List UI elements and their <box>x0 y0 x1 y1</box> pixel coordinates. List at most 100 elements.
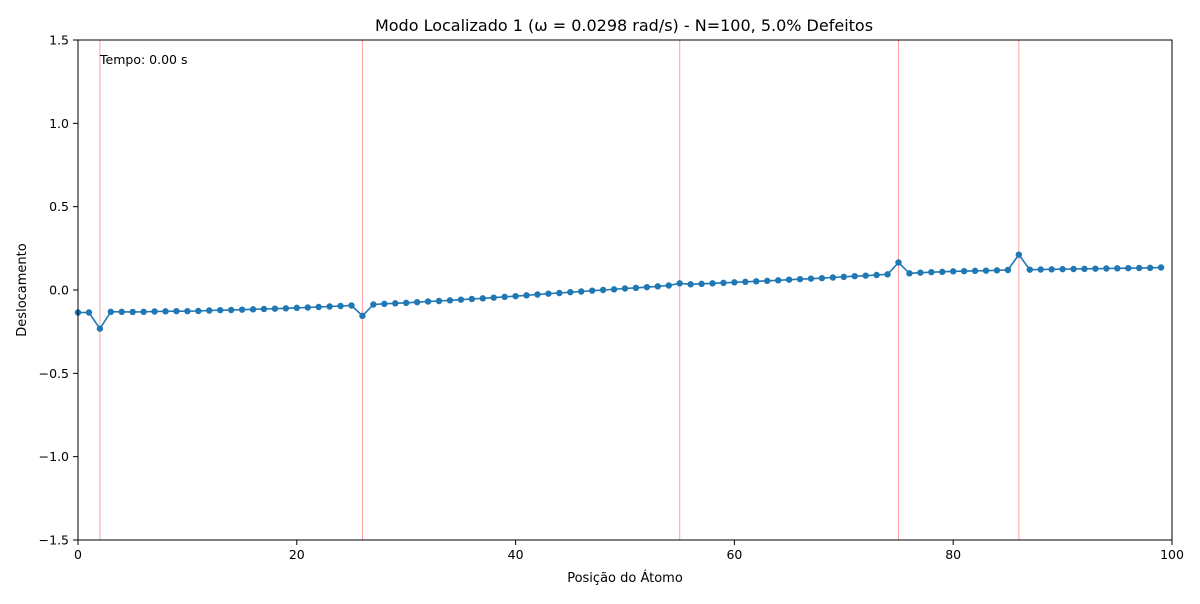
data-point <box>534 291 541 298</box>
x-tick-label: 20 <box>289 547 305 562</box>
data-point <box>184 307 191 315</box>
data-point <box>873 271 880 279</box>
data-point <box>982 267 990 274</box>
data-point <box>1114 265 1121 272</box>
data-point <box>1026 266 1033 273</box>
data-point <box>884 271 891 278</box>
data-point <box>413 298 421 306</box>
data-point <box>556 289 563 297</box>
data-point <box>140 308 147 316</box>
data-point <box>588 287 596 294</box>
data-point <box>512 292 519 300</box>
data-point <box>1059 265 1066 273</box>
data-point <box>807 275 815 282</box>
data-point <box>162 308 169 315</box>
data-point <box>457 296 465 303</box>
data-point <box>1004 266 1012 274</box>
data-point <box>381 300 388 308</box>
data-point <box>304 304 311 311</box>
data-point <box>1125 264 1132 272</box>
data-point <box>654 283 662 290</box>
data-point <box>851 272 858 280</box>
data-point <box>479 295 486 302</box>
data-point <box>621 285 629 292</box>
data-point <box>282 305 290 312</box>
y-axis: −1.5 −1.0 −0.5 0.0 0.5 1.0 1.5 <box>39 33 78 548</box>
data-point <box>578 288 585 295</box>
y-tick-label: 0.0 <box>49 283 69 298</box>
data-point <box>326 303 333 310</box>
data-point <box>359 312 366 320</box>
data-point <box>1081 265 1088 273</box>
data-point <box>151 308 158 315</box>
data-point <box>435 297 443 305</box>
data-point <box>567 288 574 296</box>
data-point <box>676 280 683 287</box>
data-point <box>96 325 104 332</box>
data-point <box>501 293 508 301</box>
data-point <box>720 279 727 287</box>
data-point <box>195 307 202 315</box>
data-point <box>424 298 432 305</box>
data-point <box>403 299 410 307</box>
data-point <box>709 280 716 287</box>
y-tick-label: 0.5 <box>49 199 69 214</box>
data-point <box>238 306 246 313</box>
data-point <box>206 307 213 314</box>
x-tick-label: 80 <box>945 547 961 562</box>
data-point <box>348 302 355 309</box>
data-point <box>227 306 235 314</box>
y-tick-label: −1.5 <box>39 533 69 548</box>
data-point <box>315 303 322 311</box>
x-axis-label: Posição do Átomo <box>567 570 683 586</box>
data-point <box>862 272 869 279</box>
data-point <box>107 308 115 316</box>
data-point <box>545 290 552 297</box>
data-point <box>698 280 705 288</box>
data-point <box>1015 251 1023 258</box>
x-axis: 0 20 40 60 80 100 <box>74 540 1184 562</box>
chart-title: Modo Localizado 1 (ω = 0.0298 rad/s) - N… <box>375 16 873 35</box>
data-point <box>665 282 672 289</box>
data-point <box>610 286 618 293</box>
data-point <box>129 308 136 316</box>
data-point <box>785 276 793 283</box>
data-point <box>753 278 760 285</box>
data-point <box>840 273 847 281</box>
data-point <box>895 259 902 266</box>
x-tick-label: 40 <box>508 547 524 562</box>
data-point <box>446 297 454 304</box>
data-point <box>599 286 607 294</box>
data-point <box>829 274 837 281</box>
data-point <box>118 308 125 316</box>
data-point <box>993 267 1001 274</box>
time-annotation: Tempo: 0.00 s <box>99 52 187 67</box>
data-point <box>392 300 399 307</box>
data-point <box>173 307 180 315</box>
data-point <box>906 270 913 277</box>
data-point <box>1157 264 1165 271</box>
data-point <box>217 306 224 314</box>
series-layer <box>74 251 1165 332</box>
data-point <box>796 275 804 283</box>
y-tick-label: −0.5 <box>39 366 69 381</box>
data-point <box>468 295 476 303</box>
x-tick-label: 0 <box>74 547 82 562</box>
y-tick-label: −1.0 <box>39 449 69 464</box>
data-point <box>731 279 738 286</box>
data-point <box>523 292 530 299</box>
data-point <box>85 309 93 316</box>
data-point <box>1103 265 1110 272</box>
data-point <box>960 267 968 275</box>
defect-lines <box>99 40 1020 540</box>
data-point <box>632 284 640 292</box>
data-point <box>928 268 935 276</box>
data-point <box>917 269 924 276</box>
data-point <box>818 274 826 282</box>
data-point <box>260 305 268 313</box>
data-point <box>643 283 651 291</box>
data-point <box>1092 265 1099 272</box>
data-point <box>950 268 957 275</box>
